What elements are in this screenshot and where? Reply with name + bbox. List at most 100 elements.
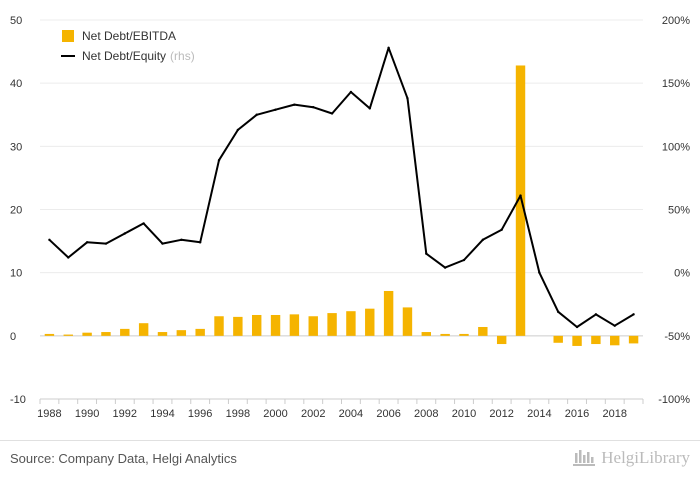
x-tick-label: 2008: [414, 408, 438, 420]
line-net-debt-equity: [48, 46, 635, 328]
bar-2006: [383, 290, 394, 336]
gridlines: [40, 19, 643, 400]
bar-1994: [157, 332, 168, 336]
bar-1997: [214, 316, 224, 336]
point-1988: [48, 238, 51, 242]
right-tick-label: -100%: [658, 394, 690, 406]
bar-1991: [101, 332, 111, 336]
left-tick-label: 50: [10, 15, 22, 27]
point-1992: [123, 232, 126, 235]
x-tick-label: 2016: [565, 408, 589, 420]
right-tick-label: 200%: [662, 15, 690, 27]
bar-2008: [421, 332, 432, 336]
x-tick-label: 2018: [602, 408, 626, 420]
bar-series-net-debt-ebitda: [44, 65, 639, 346]
point-2013: [519, 194, 522, 197]
point-2014: [538, 271, 541, 274]
right-tick-label: 100%: [662, 141, 690, 153]
point-2007: [406, 97, 409, 100]
bar-1995: [176, 330, 187, 336]
point-1995: [180, 238, 183, 242]
bar-2005: [365, 308, 375, 336]
x-tick-label: 2000: [263, 408, 287, 420]
left-tick-label: -10: [10, 394, 26, 406]
line-series-net-debt-equity: [48, 46, 635, 329]
point-2000: [274, 108, 277, 111]
bar-2011: [478, 326, 488, 336]
point-2001: [293, 103, 296, 106]
x-tick-label: 2004: [339, 408, 363, 420]
legend-label-line-name: Net Debt/Equity: [82, 49, 166, 63]
right-tick-label: -50%: [664, 331, 690, 343]
bar-1992: [120, 328, 130, 336]
point-1993: [142, 222, 145, 225]
point-1991: [104, 242, 108, 245]
bar-2003: [327, 313, 337, 336]
bar-2000: [270, 314, 281, 336]
point-2017: [594, 313, 598, 316]
bar-1989: [63, 334, 73, 336]
x-tick-label: 2010: [452, 408, 476, 420]
point-2010: [462, 258, 466, 262]
x-axis: 1988 1990 1992 1994 1996 1998 2000 2002 2004 2006…: [37, 398, 644, 420]
point-1997: [217, 159, 221, 162]
point-1994: [161, 242, 164, 245]
bar-1999: [251, 314, 262, 336]
bar-2013: [515, 65, 526, 336]
left-tick-label: 30: [10, 141, 22, 153]
point-2005: [368, 107, 371, 110]
bar-2012: [496, 335, 507, 345]
left-tick-label: 0: [10, 331, 16, 343]
left-axis-ticks: -10 0 10 20 30 40 50: [10, 15, 26, 406]
bar-2018: [610, 335, 620, 346]
point-2019: [632, 313, 635, 316]
x-tick-label: 1988: [37, 408, 61, 420]
right-tick-label: 150%: [662, 78, 690, 90]
x-tick-label: 1992: [113, 408, 137, 420]
bar-2002: [308, 316, 318, 336]
point-1990: [85, 241, 89, 244]
point-2011: [481, 238, 485, 242]
footer-divider: [0, 440, 700, 441]
x-tick-label: 2006: [376, 408, 400, 420]
bar-1990: [82, 332, 92, 336]
bar-2017: [591, 335, 601, 345]
point-2015: [557, 310, 560, 314]
legend-label-bar: Net Debt/EBITDA: [82, 29, 176, 43]
source-note: Source: Company Data, Helgi Analytics: [10, 451, 237, 466]
bar-1996: [195, 328, 205, 336]
bar-2019: [628, 335, 639, 344]
point-1996: [198, 241, 202, 244]
point-2004: [349, 90, 353, 94]
brand-name: HelgiLibrary: [601, 448, 690, 467]
point-2016: [575, 325, 579, 329]
x-tick-label: 2014: [527, 408, 551, 420]
x-tick-label: 1998: [226, 408, 250, 420]
right-tick-label: 50%: [668, 205, 690, 217]
x-tick-label: 1996: [188, 408, 212, 420]
bar-2016: [572, 335, 582, 346]
bar-2001: [289, 314, 300, 336]
point-1999: [255, 113, 258, 116]
bar-2009: [440, 333, 450, 336]
left-tick-label: 10: [10, 268, 22, 280]
left-tick-label: 20: [10, 205, 22, 217]
legend-swatch-bar: [62, 30, 74, 42]
point-1998: [236, 128, 240, 132]
x-tick-label: 1990: [75, 408, 99, 420]
library-icon: [573, 450, 596, 466]
bar-1993: [138, 323, 149, 336]
x-tick-label: 2012: [489, 408, 513, 420]
bar-1998: [233, 316, 243, 336]
x-tick-label: 1994: [150, 408, 174, 420]
point-2003: [330, 112, 334, 115]
point-2012: [500, 228, 503, 231]
bar-2004: [346, 311, 356, 336]
bar-2015: [553, 335, 563, 343]
chart: -10 0 10 20 30 40 50 -100% -50% 0% 50% 100% 150% 200…: [10, 15, 690, 420]
bar-2007: [402, 307, 413, 336]
right-axis-ticks: -100% -50% 0% 50% 100% 150% 200%: [658, 15, 690, 406]
right-tick-label: 0%: [674, 268, 690, 280]
legend: Net Debt/EBITDA Net Debt/Equity (rhs): [61, 29, 195, 63]
point-2002: [312, 105, 315, 109]
